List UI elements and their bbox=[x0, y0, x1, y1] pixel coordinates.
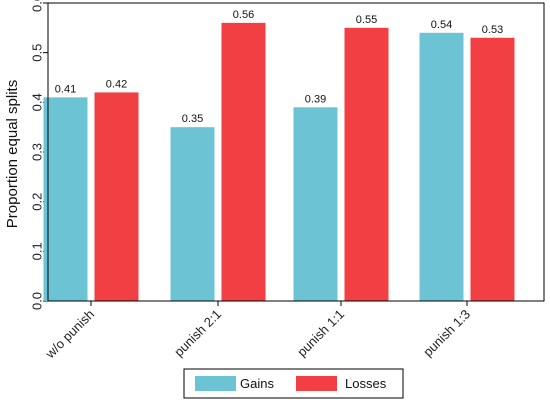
data-label: 0.39 bbox=[305, 93, 326, 105]
y-tick-label: 0.1 bbox=[30, 242, 45, 260]
data-label: 0.53 bbox=[482, 24, 503, 36]
legend: Gains Losses bbox=[183, 368, 404, 399]
bar-gains-3 bbox=[419, 32, 464, 302]
legend-swatch-losses bbox=[296, 376, 337, 391]
data-label: 0.41 bbox=[55, 83, 76, 95]
bar-losses-0 bbox=[94, 92, 139, 302]
x-tick-label: w/o punish bbox=[42, 307, 97, 362]
legend-label-losses: Losses bbox=[345, 376, 387, 391]
bar-losses-1 bbox=[221, 22, 266, 301]
legend-label-gains: Gains bbox=[240, 376, 274, 391]
y-axis-title: Proportion equal splits bbox=[4, 80, 21, 228]
plot-frame bbox=[47, 2, 545, 302]
bar-gains-0 bbox=[43, 97, 88, 301]
y-tick-label: 0.2 bbox=[30, 193, 45, 211]
bar-gains-2 bbox=[293, 107, 338, 301]
data-label: 0.42 bbox=[106, 78, 127, 90]
bars-group bbox=[43, 22, 515, 302]
data-labels-group: 0.41 0.35 0.39 0.54 0.42 0.56 0.55 0.53 bbox=[55, 9, 503, 125]
y-tick-label: 0.3 bbox=[30, 143, 45, 161]
x-tick-label: punish 1:1 bbox=[294, 307, 347, 360]
bar-losses-3 bbox=[470, 37, 515, 302]
x-axis: w/o punish punish 2:1 punish 1:1 punish 1:3 bbox=[42, 301, 473, 362]
y-tick-label: 0.6 bbox=[30, 0, 45, 12]
data-label: 0.56 bbox=[233, 9, 254, 21]
bar-losses-2 bbox=[344, 27, 389, 301]
data-label: 0.35 bbox=[182, 113, 203, 125]
y-tick-label: 0.5 bbox=[30, 44, 45, 62]
data-label: 0.54 bbox=[431, 19, 452, 31]
y-axis: 0.0 0.1 0.2 0.3 0.4 0.5 0.6 bbox=[30, 0, 48, 310]
x-tick-label: punish 1:3 bbox=[420, 307, 473, 360]
x-tick-label: punish 2:1 bbox=[171, 307, 224, 360]
y-tick-label: 0.0 bbox=[30, 292, 45, 310]
data-label: 0.55 bbox=[356, 14, 377, 26]
y-tick-label: 0.4 bbox=[30, 93, 45, 111]
bar-gains-1 bbox=[170, 127, 215, 302]
legend-swatch-gains bbox=[195, 376, 236, 391]
